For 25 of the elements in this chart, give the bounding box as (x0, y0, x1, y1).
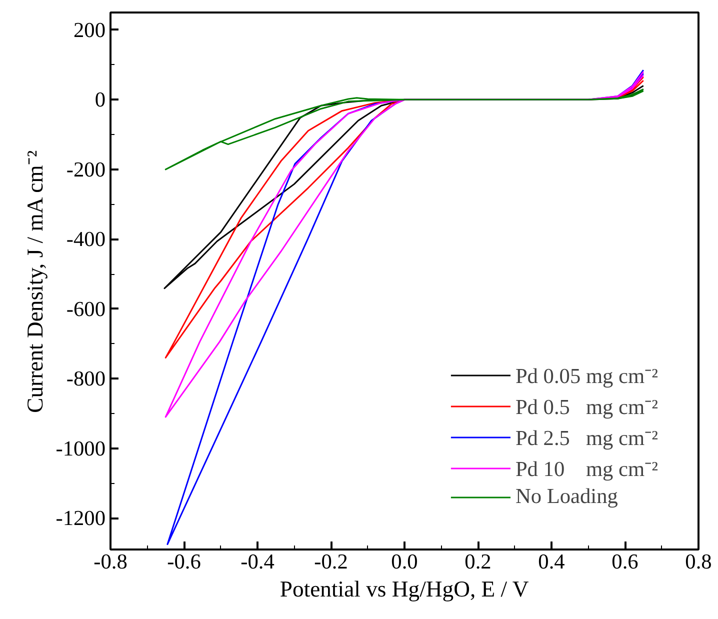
y-axis-title: Current Density, J / mA cm⁻² (22, 150, 48, 413)
y-tick-label: -800 (66, 366, 106, 391)
y-tick-label: -400 (66, 227, 106, 252)
x-tick-label: 0.8 (685, 550, 712, 574)
y-tick-label: -600 (66, 296, 106, 321)
y-tick-label: 0 (94, 88, 106, 112)
x-tick-label: 0.4 (538, 550, 566, 574)
legend-label: No Loading (515, 484, 618, 509)
y-tick-label: -200 (66, 157, 106, 182)
x-tick-label: 0.2 (464, 550, 492, 574)
y-tick-label: -1000 (56, 436, 106, 460)
x-tick-label: -0.8 (94, 550, 128, 574)
x-tick-label: -0.2 (314, 550, 348, 574)
legend-label: Pd 10 mg cm⁻² (515, 456, 658, 482)
x-axis-title: Potential vs Hg/HgO, E / V (280, 576, 530, 602)
x-tick-label: 0.0 (391, 550, 418, 574)
legend-label: Pd 0.5 mg cm⁻² (515, 394, 658, 420)
x-tick-label: -0.4 (240, 550, 275, 574)
line-series (164, 88, 644, 170)
y-tick-label: 200 (74, 18, 106, 42)
legend-label: Pd 0.05 mg cm⁻² (515, 363, 658, 389)
y-tick-label: -1200 (56, 506, 106, 530)
x-tick-label: 0.6 (612, 550, 639, 574)
x-tick-label: -0.6 (167, 550, 202, 574)
legend-label: Pd 2.5 mg cm⁻² (515, 425, 658, 451)
